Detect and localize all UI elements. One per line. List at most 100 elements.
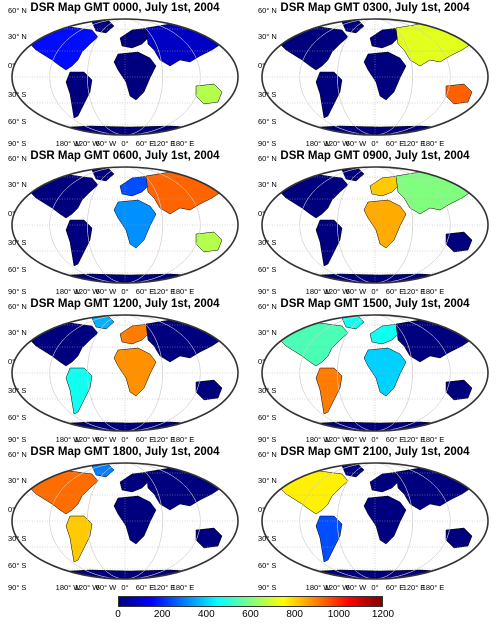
landmass-aus <box>445 83 473 105</box>
latitude-label: 90° S <box>258 583 276 592</box>
landmass-af <box>113 51 157 101</box>
longitude-label: 180° W <box>56 139 82 148</box>
latitude-label: 30° N <box>258 32 277 41</box>
latitude-label: 60° S <box>258 117 276 126</box>
latitude-label: 30° S <box>258 534 276 543</box>
longitude-label: 180° E <box>172 139 195 148</box>
longitude-label: 120° W <box>325 139 351 148</box>
meridian-line <box>299 167 451 283</box>
longitude-label: 60° W <box>346 287 367 296</box>
longitude-label: 60° E <box>136 139 154 148</box>
longitude-label: 0° <box>371 435 378 444</box>
longitude-label: 120° E <box>153 139 176 148</box>
longitude-label: 120° E <box>403 583 426 592</box>
map-border <box>11 18 239 136</box>
longitude-label: 180° E <box>422 435 445 444</box>
longitude-label: 60° W <box>346 583 367 592</box>
latitude-label: 30° N <box>8 180 27 189</box>
meridian-line <box>299 463 451 579</box>
longitude-label: 0° <box>371 139 378 148</box>
landmass-sa <box>315 71 343 119</box>
colorbar-tick-label: 600 <box>242 609 259 620</box>
landmass-eu <box>369 323 401 345</box>
colorbar <box>118 596 383 607</box>
longitude-label: 120° E <box>403 139 426 148</box>
graticule <box>262 167 488 283</box>
latitude-label: 60° N <box>258 450 277 459</box>
latitude-label: 90° S <box>8 435 26 444</box>
meridian-line <box>337 463 413 579</box>
latitude-label: 90° S <box>258 287 276 296</box>
meridian-line <box>49 315 201 431</box>
longitude-label: 180° W <box>306 583 332 592</box>
landmass-af <box>113 347 157 397</box>
landmass-na <box>27 470 99 515</box>
longitude-label: 120° W <box>75 287 101 296</box>
landmass-af <box>113 199 157 249</box>
landmass-na <box>27 322 99 367</box>
latitude-label: 60° S <box>258 413 276 422</box>
landmass-aus <box>445 527 473 549</box>
latitude-label: 60° N <box>8 450 27 459</box>
latitude-label: 30° S <box>8 238 26 247</box>
map-border <box>261 18 489 136</box>
longitude-label: 60° E <box>386 287 404 296</box>
landmass-na <box>27 26 99 71</box>
landmass-aus <box>195 83 223 105</box>
longitude-label: 0° <box>121 583 128 592</box>
longitude-label: 120° W <box>325 435 351 444</box>
longitude-label: 180° W <box>306 287 332 296</box>
land-group <box>277 463 475 579</box>
longitude-label: 180° W <box>306 139 332 148</box>
landmass-na <box>277 26 349 71</box>
longitude-label: 180° W <box>306 435 332 444</box>
latitude-label: 0° <box>258 505 265 514</box>
longitude-label: 180° E <box>422 583 445 592</box>
latitude-label: 60° N <box>258 154 277 163</box>
latitude-label: 30° S <box>8 534 26 543</box>
landmass-af <box>363 51 407 101</box>
latitude-label: 0° <box>258 61 265 70</box>
latitude-label: 90° S <box>8 583 26 592</box>
meridian-line <box>87 315 163 431</box>
latitude-label: 30° N <box>258 476 277 485</box>
panel-title: DSR Map GMT 1500, July 1st, 2004 <box>280 298 470 310</box>
longitude-label: 180° E <box>422 287 445 296</box>
map-border <box>11 314 239 432</box>
landmass-aus <box>445 231 473 253</box>
landmass-na <box>27 174 99 219</box>
landmass-aus <box>195 527 223 549</box>
latitude-label: 30° S <box>258 90 276 99</box>
longitude-label: 120° E <box>403 435 426 444</box>
longitude-label: 60° E <box>136 435 154 444</box>
landmass-af <box>363 199 407 249</box>
colorbar-tick-label: 1000 <box>327 609 350 620</box>
meridian-line <box>87 463 163 579</box>
map-border <box>11 462 239 580</box>
map-border <box>261 462 489 580</box>
latitude-label: 0° <box>8 505 15 514</box>
landmass-na <box>277 322 349 367</box>
landmass-af <box>363 495 407 545</box>
landmass-eu <box>119 323 151 345</box>
meridian-line <box>299 19 451 135</box>
latitude-label: 30° N <box>258 328 277 337</box>
latitude-label: 60° N <box>8 302 27 311</box>
landmass-af <box>363 347 407 397</box>
colorbar-tick-label: 1200 <box>371 609 395 620</box>
latitude-label: 60° S <box>258 561 276 570</box>
longitude-label: 180° W <box>56 435 82 444</box>
landmass-sa <box>65 71 93 119</box>
latitude-label: 60° S <box>8 561 26 570</box>
landmass-sa <box>65 367 93 415</box>
longitude-label: 60° W <box>96 287 117 296</box>
longitude-label: 120° E <box>153 435 176 444</box>
longitude-label: 60° W <box>346 435 367 444</box>
landmass-eu <box>369 175 401 197</box>
